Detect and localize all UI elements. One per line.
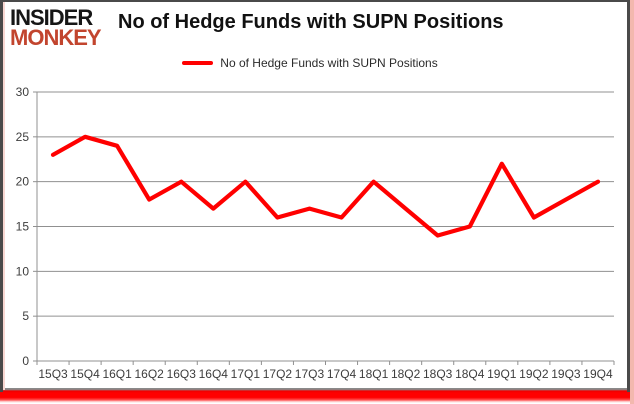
x-axis-label-19Q4: 19Q4 <box>583 367 613 381</box>
logo-text-insider: INSIDER <box>10 5 93 30</box>
data-line-series <box>50 134 601 238</box>
frame-glow-right <box>630 0 634 404</box>
x-axis-label-16Q1: 16Q1 <box>102 367 132 381</box>
y-axis-label: 0 <box>22 354 29 368</box>
x-axis-label-17Q2: 17Q2 <box>263 367 293 381</box>
x-axis-label-19Q2: 19Q2 <box>519 367 549 381</box>
chart-title: No of Hedge Funds with SUPN Positions <box>118 11 504 33</box>
x-axis-label-19Q1: 19Q1 <box>487 367 517 381</box>
x-axis-label-15Q3: 15Q3 <box>38 367 68 381</box>
x-axis-label-17Q1: 17Q1 <box>231 367 261 381</box>
y-axis-label: 20 <box>16 175 30 189</box>
x-axis-label-16Q4: 16Q4 <box>199 367 229 381</box>
y-axis-label: 25 <box>16 130 30 144</box>
y-axis-label: 5 <box>22 309 29 323</box>
x-axis-label-19Q3: 19Q3 <box>551 367 581 381</box>
x-axis-label-17Q4: 17Q4 <box>327 367 357 381</box>
x-axis-label-18Q1: 18Q1 <box>359 367 389 381</box>
legend-label: No of Hedge Funds with SUPN Positions <box>220 56 438 70</box>
x-axis-label-18Q3: 18Q3 <box>423 367 453 381</box>
x-axis-label-18Q4: 18Q4 <box>455 367 485 381</box>
x-axis-label-15Q4: 15Q4 <box>70 367 100 381</box>
y-axis-label: 30 <box>16 85 30 99</box>
chart-legend: No of Hedge Funds with SUPN Positions <box>0 55 620 71</box>
x-axis-label-18Q2: 18Q2 <box>391 367 421 381</box>
x-axis-label-17Q3: 17Q3 <box>295 367 325 381</box>
bottom-red-bar <box>0 388 634 404</box>
logo-text-monkey: MONKEY <box>10 25 102 50</box>
insider-monkey-logo: INSIDER MONKEY <box>10 5 118 50</box>
x-axis-label-16Q3: 16Q3 <box>167 367 197 381</box>
y-axis-label: 10 <box>16 264 30 278</box>
frame-border-right <box>627 0 630 392</box>
frame-border-left <box>0 0 3 392</box>
frame-glow-left <box>3 2 5 390</box>
x-axis-label-16Q2: 16Q2 <box>135 367 165 381</box>
legend-line-marker <box>182 60 214 66</box>
y-axis-label: 15 <box>16 220 30 234</box>
frame-border-top <box>0 0 634 2</box>
